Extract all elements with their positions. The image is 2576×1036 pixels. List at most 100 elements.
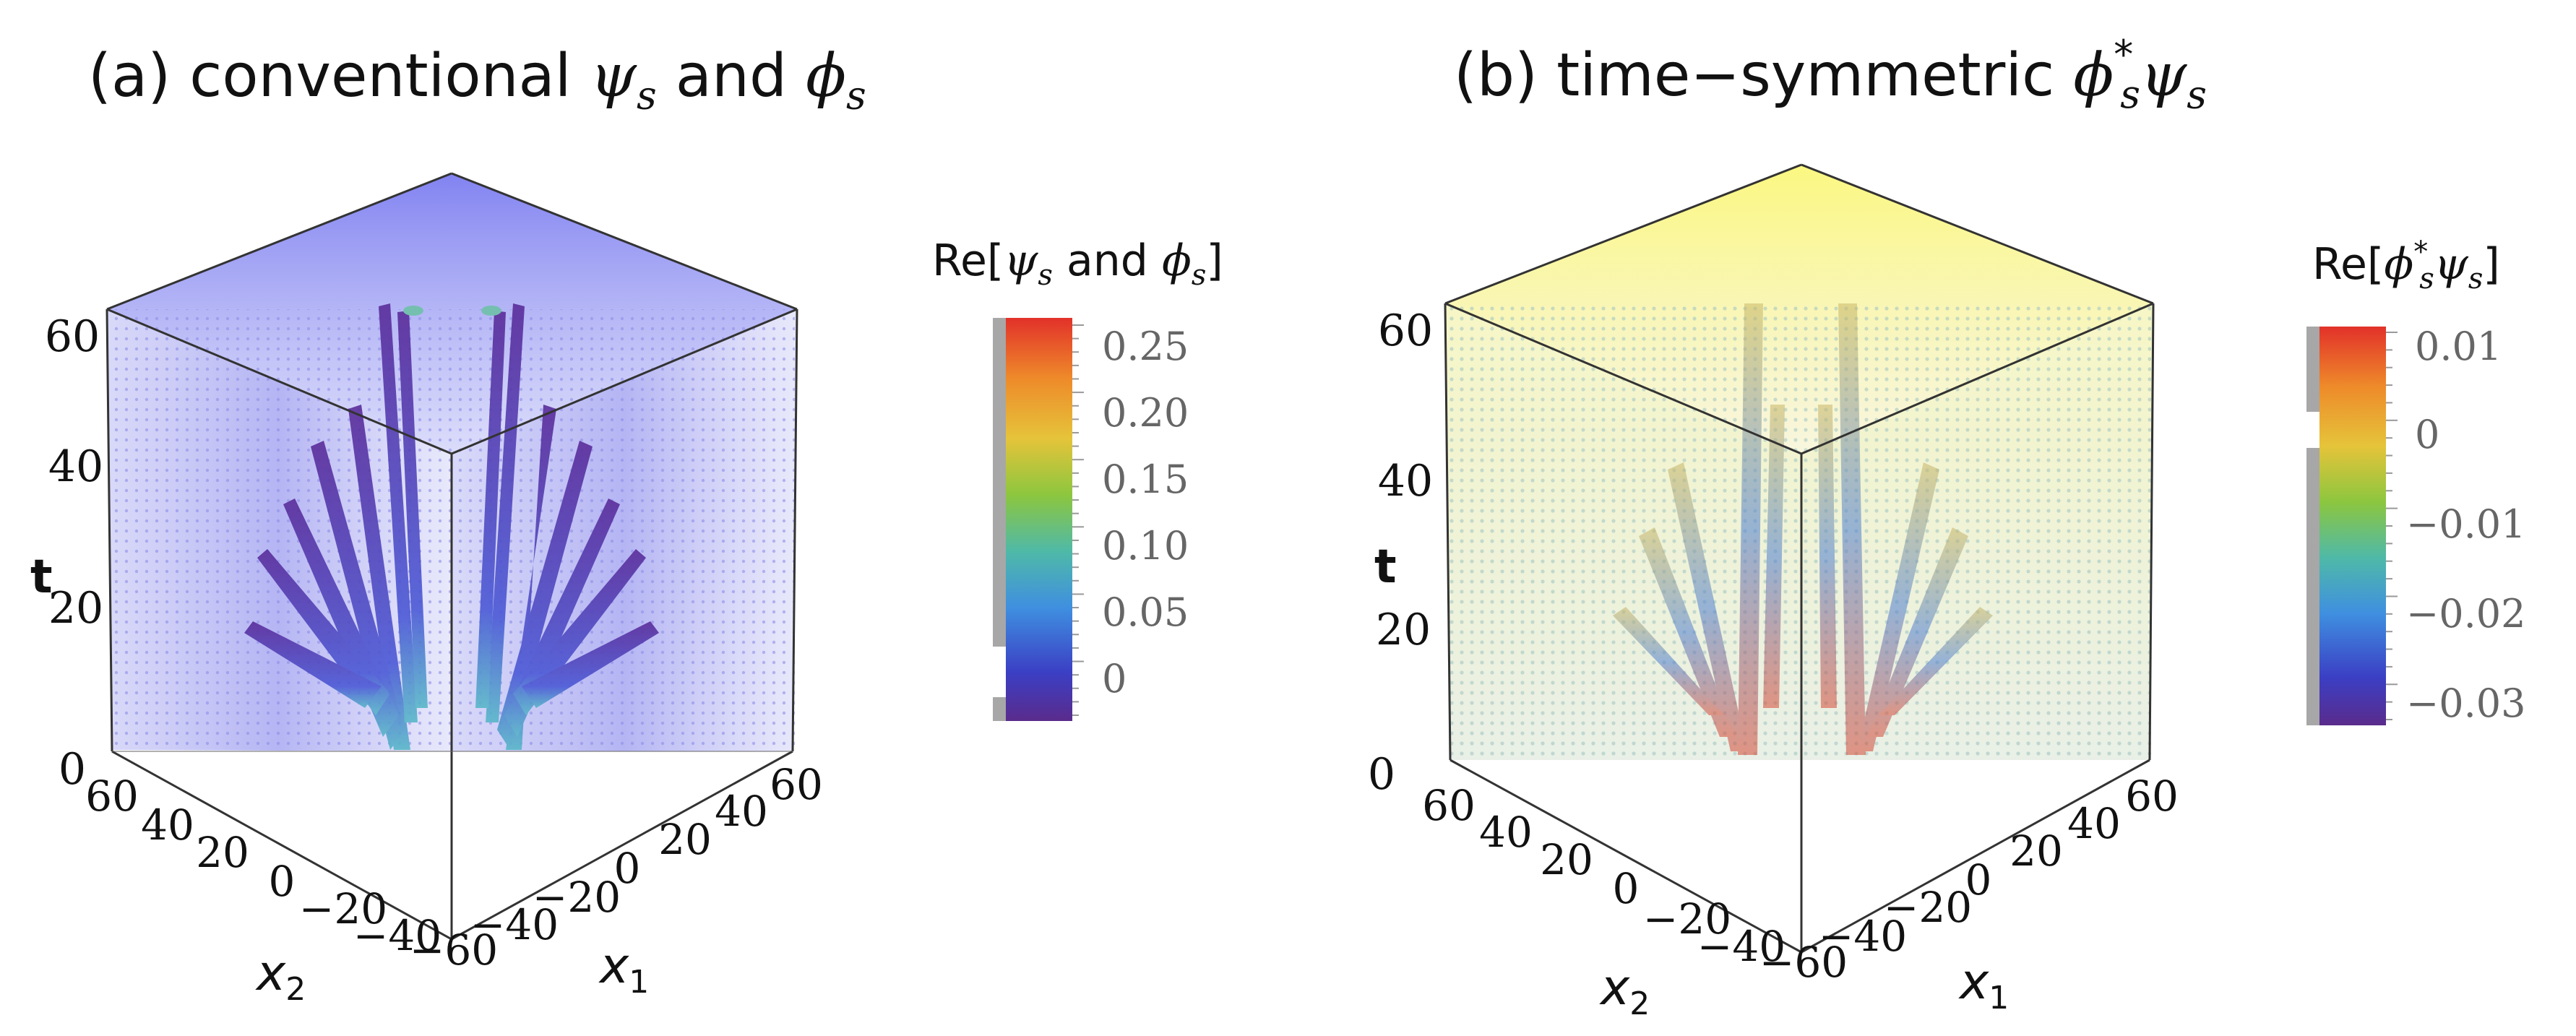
t-tick-label: 20 xyxy=(1376,605,1431,655)
colorbar-a-tick-label: 0.20 xyxy=(1102,390,1189,436)
colorbar-title-part: ] xyxy=(2483,239,2500,290)
colorbar-title-part: ] xyxy=(1206,236,1223,286)
panel-b-plot: 0 20 40 60 t 60 40 20 0 −20 −40 x2 −60 −… xyxy=(1368,163,2179,1022)
title-and: and xyxy=(675,42,788,111)
colorbar-b-ticks xyxy=(2386,332,2398,720)
t-tick-label: 60 xyxy=(45,311,100,362)
x2-tick-label: 0 xyxy=(269,857,296,906)
axis-edge xyxy=(106,172,452,311)
panel-b-x1-ticks: −60 −40 −20 0 20 40 60 xyxy=(1759,772,2179,987)
colorbar-a-tick-label: 0 xyxy=(1102,656,1127,702)
streak xyxy=(1738,303,1763,755)
streak xyxy=(1879,607,1993,715)
subscript: s xyxy=(1038,259,1053,292)
x1-axis-label: x1 xyxy=(1958,954,2009,1016)
streak xyxy=(1838,303,1866,755)
subscript: s xyxy=(2468,262,2484,295)
colorbar-a-tick-label: 0.25 xyxy=(1102,324,1189,369)
colorbar-title-part: Re[ xyxy=(2312,239,2385,290)
streak xyxy=(348,405,410,750)
streak xyxy=(1639,527,1736,737)
x2-tick-label: −20 xyxy=(1643,894,1731,944)
x1-axis-symbol: x xyxy=(598,938,629,995)
x1-axis-label: x1 xyxy=(598,938,649,1001)
colorbar-a-tick-label: 0.15 xyxy=(1102,457,1189,502)
x1-tick-label: −40 xyxy=(470,900,559,949)
colorbar-b-zero-marker xyxy=(2306,412,2319,448)
streak xyxy=(1763,405,1785,708)
t-tick-label: 60 xyxy=(1378,306,1433,356)
superscript: * xyxy=(2114,32,2134,77)
panel-b-x2-ticks: 60 40 20 0 −20 −40 xyxy=(1422,781,1785,971)
streak xyxy=(475,311,506,708)
panel-a-plot: 0 20 40 60 t 60 40 20 0 −20 −40 x2 −60 −… xyxy=(30,172,823,1008)
x1-axis-subscript: 1 xyxy=(1989,980,2009,1016)
subscript: s xyxy=(636,72,657,118)
colorbar-a: 0.25 0.20 0.15 0.10 0.05 0 xyxy=(993,318,1189,721)
streak xyxy=(1668,462,1747,751)
streak xyxy=(506,405,556,750)
x2-tick-label: 40 xyxy=(1479,808,1533,857)
t-tick-label: 0 xyxy=(1368,749,1395,800)
streak xyxy=(522,621,659,708)
colorbar-b-gradient xyxy=(2319,327,2386,725)
subscript: s xyxy=(2419,262,2434,295)
x1-tick-label: −60 xyxy=(410,925,498,975)
psi-symbol: ψ xyxy=(2140,41,2187,110)
phi-symbol: ϕ xyxy=(2384,239,2414,290)
x2-tick-label: 20 xyxy=(1540,835,1593,884)
colorbar-a-gradient xyxy=(1006,318,1072,721)
colorbar-b: 0.01 0 −0.01 −0.02 −0.03 xyxy=(2306,324,2525,726)
axis-edge xyxy=(1444,302,1802,455)
x1-tick-label: 20 xyxy=(2009,826,2063,876)
streak xyxy=(1857,462,1939,751)
x2-tick-label: 20 xyxy=(196,828,249,877)
panel-b-title-text: (b) time−symmetric xyxy=(1454,41,2055,110)
streak xyxy=(486,303,525,722)
subscript: s xyxy=(1191,259,1207,292)
x1-tick-label: −40 xyxy=(1819,912,1907,961)
x1-tick-label: −20 xyxy=(533,873,621,922)
panel-a-x1-ticks: −60 −40 −20 0 20 40 60 xyxy=(410,760,823,975)
panel-a-title-text: (a) conventional xyxy=(88,42,572,111)
x2-axis-symbol: x xyxy=(1599,959,1630,1016)
colorbar-b-tick-label: −0.03 xyxy=(2406,681,2525,726)
axis-edge xyxy=(1801,302,2154,455)
t-axis-label: t xyxy=(30,551,53,604)
axis-edge xyxy=(1801,163,2154,305)
streak xyxy=(1818,405,1837,708)
phi-symbol: ϕ xyxy=(806,42,847,111)
colorbar-b-tick-label: −0.02 xyxy=(2406,591,2525,636)
x1-tick-label: 0 xyxy=(614,844,641,893)
subscript: s xyxy=(2187,72,2207,118)
t-tick-label: 40 xyxy=(1378,456,1433,506)
axis-edge xyxy=(106,308,452,455)
t-tick-label: 0 xyxy=(59,744,86,795)
streak xyxy=(497,441,593,750)
axis-edge xyxy=(451,750,793,941)
axis-edge xyxy=(105,308,113,752)
x2-axis-subscript: 2 xyxy=(285,971,306,1008)
streak xyxy=(379,303,418,722)
panel-a-title: (a) conventional ψs and ϕs xyxy=(88,42,866,118)
axis-edge xyxy=(111,750,452,941)
x2-tick-label: −20 xyxy=(299,884,387,933)
phi-symbol: ϕ xyxy=(1161,236,1192,286)
panel-b-dot-texture xyxy=(1447,303,2151,760)
streak xyxy=(397,311,428,708)
panel-a-t-ticks: 0 20 40 60 xyxy=(45,311,103,795)
panel-b-volume-streaks xyxy=(1613,303,1993,755)
x2-tick-label: −40 xyxy=(353,911,441,960)
psi-symbol: ψ xyxy=(1004,236,1038,286)
streak xyxy=(311,441,405,750)
x1-axis-subscript: 1 xyxy=(629,964,649,1001)
x1-tick-label: 40 xyxy=(715,787,768,836)
x2-axis-label: x2 xyxy=(255,945,306,1008)
x1-tick-label: −60 xyxy=(1759,938,1848,987)
colorbar-a-clip-indicator xyxy=(993,318,1006,721)
panel-a-x2-ticks: 60 40 20 0 −20 −40 xyxy=(85,772,441,960)
panel-b-title: (b) time−symmetric ϕ*sψs xyxy=(1454,32,2207,117)
axis-edge xyxy=(1801,759,2150,954)
phi-symbol: ϕ xyxy=(2073,41,2114,110)
